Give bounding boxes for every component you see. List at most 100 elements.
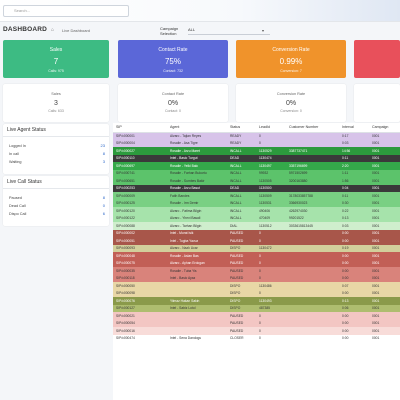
table-cell: 0 bbox=[259, 291, 261, 296]
table-row[interactable]: SIP/c000050 DISPO 1130486 0:07 0001 bbox=[113, 282, 400, 290]
breadcrumb[interactable]: Live Dashboard bbox=[62, 28, 91, 33]
conversion-rate-subcard-sub: Conversion: 0 bbox=[280, 109, 302, 113]
column-header-leadid[interactable]: LeadId bbox=[256, 123, 286, 133]
table-cell: 1130500 bbox=[259, 186, 272, 191]
table-cell: 1130497 bbox=[259, 163, 272, 168]
table-row[interactable]: SIP/c000009 Fatih Bandes INCALL 1130509 3178… bbox=[113, 192, 400, 200]
table-row[interactable]: SIP/c000054 PAUSED 0 0:00 0001 bbox=[113, 319, 400, 327]
fourth-subcard bbox=[354, 84, 400, 122]
column-header-campaign[interactable]: Campaign bbox=[369, 123, 400, 133]
agent-status-value[interactable]: 23 bbox=[100, 143, 105, 148]
table-cell bbox=[286, 230, 339, 238]
search-input[interactable]: Search... bbox=[3, 5, 129, 17]
agent-status-value[interactable]: 8 bbox=[102, 151, 105, 156]
table-cell: INCALL bbox=[230, 171, 242, 176]
table-row[interactable]: SIP/c000120 Alvaro - Fatima Bilgin INCALL 4… bbox=[113, 207, 400, 215]
call-status-value[interactable]: 0 bbox=[102, 203, 105, 208]
table-cell: 3033615813445 bbox=[289, 223, 313, 228]
table-cell: Intel - Basic Turgut bbox=[170, 156, 198, 161]
table-cell: 1130509 bbox=[259, 193, 272, 198]
column-header-status[interactable]: Status bbox=[227, 123, 256, 133]
table-row[interactable]: SIP/c000076 Yilmaz Hakan Sakin DISPO 113049… bbox=[113, 297, 400, 305]
table-cell: Alvaro - Nazlı Ucar bbox=[170, 246, 198, 251]
table-cell: 0:03 bbox=[342, 223, 349, 228]
table-cell bbox=[286, 267, 339, 275]
agent-status-value[interactable]: 3 bbox=[102, 159, 105, 164]
table-row[interactable]: SIP/c000001 Alvaro - Tajian Reyes READY 0 0:… bbox=[113, 132, 400, 140]
column-header-agent[interactable]: Agent bbox=[167, 123, 227, 133]
table-row[interactable]: SIP/c000697 Rosalie - Yelki Balc INCALL 113… bbox=[113, 162, 400, 170]
table-row[interactable]: SIP/c000088 Alvaro - Tarhan Bilgin DIAL 113… bbox=[113, 222, 400, 230]
table-cell: 0 bbox=[259, 313, 261, 318]
call-status-value[interactable]: 6 bbox=[102, 211, 105, 216]
table-cell: INCALL bbox=[230, 216, 242, 221]
campaign-select[interactable]: ALL ▾ bbox=[188, 27, 270, 35]
table-cell bbox=[167, 290, 227, 298]
table-row[interactable]: SIP/c000021 PAUSED 0 0:00 0001 bbox=[113, 312, 400, 320]
column-header-sip[interactable]: SIP bbox=[113, 123, 167, 133]
table-row[interactable]: SIP/c000253 Rosalie - Arzu Basut DEAD 11305… bbox=[113, 184, 400, 192]
table-cell: 0001 bbox=[372, 291, 380, 296]
table-row[interactable]: SIP/c000051 Intel - Tugba Yavuz PAUSED 0 0:0… bbox=[113, 237, 400, 245]
table-cell: 0:00 bbox=[342, 336, 349, 341]
agent-status-label: In call bbox=[9, 152, 19, 156]
table-cell bbox=[286, 275, 339, 283]
table-cell: SIP/c000035 bbox=[116, 268, 135, 273]
table-cell: 0001 bbox=[372, 193, 380, 198]
table-cell: 0:00 bbox=[342, 261, 349, 266]
table-cell: 0001 bbox=[372, 313, 380, 318]
table-cell: DISPO bbox=[230, 283, 241, 288]
table-row[interactable]: SIP/c000093 Alvaro - Nazlı Ucar DISPO 11304… bbox=[113, 244, 400, 252]
table-cell: SIP/c000088 bbox=[116, 223, 135, 228]
table-row[interactable]: SIP/c000110 Intel - Basic Turgut DEAD 11304… bbox=[113, 154, 400, 163]
fourth-stat-card bbox=[354, 40, 400, 78]
table-cell bbox=[286, 327, 339, 335]
table-cell: PAUSED bbox=[230, 276, 244, 281]
table-cell: 0001 bbox=[372, 171, 380, 176]
table-cell: Rosalie - Yelki Balc bbox=[170, 163, 199, 168]
table-row[interactable]: SIP/c000127 Intel - Sabiz Lotol DISPO 48738… bbox=[113, 304, 400, 312]
table-cell: 0001 bbox=[372, 238, 380, 243]
table-cell: 0:07 bbox=[342, 283, 349, 288]
contact-rate-subcard-value: 0% bbox=[167, 100, 179, 107]
table-row[interactable]: SIP/c000075 Alvaro - Ayhan Erdogan PAUSED 0… bbox=[113, 259, 400, 267]
table-cell: 1130512 bbox=[259, 223, 272, 228]
table-cell: DISPO bbox=[230, 298, 241, 303]
table-cell: 0001 bbox=[372, 178, 380, 183]
table-cell: 0001 bbox=[372, 298, 380, 303]
table-row[interactable]: SIP/c000741 Rosalie - Farhan Bukurtu INCAL… bbox=[113, 169, 400, 177]
table-row[interactable]: SIP/c000004 Rosalie - Asa Tigre READY 0 0:03… bbox=[113, 139, 400, 147]
table-row[interactable]: SIP/c000016 PAUSED 0 0:00 0001 bbox=[113, 327, 400, 335]
table-row[interactable]: SIP/c000474 Intel - Sena Dandogu CLOSER 0 0:… bbox=[113, 334, 400, 342]
table-row[interactable]: SIP/c000027 Rosalie - Arzu Maret INCALL 113… bbox=[113, 147, 400, 155]
table-cell bbox=[286, 237, 339, 245]
table-cell: 0001 bbox=[372, 268, 380, 273]
top-bar: Search... bbox=[0, 0, 400, 22]
table-cell: PAUSED bbox=[230, 253, 244, 258]
contact-rate-subcard: Contact Rate 0% Contact: 0 bbox=[118, 84, 228, 122]
table-cell: 0001 bbox=[372, 201, 380, 206]
table-cell bbox=[286, 252, 339, 260]
table-row[interactable]: SIP/c000035 Rosalie - Tuba Yis PAUSED 0 0:00… bbox=[113, 267, 400, 275]
table-cell: SIP/c000009 bbox=[116, 193, 135, 198]
table-cell: 0001 bbox=[372, 223, 380, 228]
table-row[interactable]: SIP/c000122 Alvaro - Yhevi Basali INCALL 47… bbox=[113, 214, 400, 222]
table-row[interactable]: SIP/c000048 Rosalie - Aslan Bas PAUSED 0 0:0… bbox=[113, 252, 400, 260]
table-row[interactable]: SIP/c000002 Intel - Murat Isik PAUSED 0 0:00… bbox=[113, 229, 400, 238]
call-status-label: Paused bbox=[9, 196, 22, 200]
conversion-rate-card-value: 0.99% bbox=[279, 57, 303, 66]
agent-status-label: Logged In bbox=[9, 144, 26, 148]
table-cell: PAUSED bbox=[230, 328, 244, 333]
table-row[interactable]: SIP/c000118 Intel - Basic Ayaz PAUSED 0 0:00… bbox=[113, 274, 400, 283]
table-cell: Alvaro - Fatima Bilgin bbox=[170, 208, 202, 213]
call-status-value[interactable]: 8 bbox=[102, 195, 105, 200]
column-header-interval[interactable]: Interval bbox=[339, 123, 369, 133]
table-header-row: SIP Agent Status LeadId Customer Number … bbox=[113, 123, 400, 133]
table-cell bbox=[286, 155, 339, 163]
table-row[interactable]: SIP/c000125 Rosalie - Irm Demir INCALL 1130… bbox=[113, 199, 400, 207]
home-icon[interactable]: ⌂ bbox=[51, 27, 55, 33]
table-row[interactable]: SIP/c000651 Rosalie - Sumbes Bakir INCALL 1… bbox=[113, 177, 400, 185]
column-header-customer-number[interactable]: Customer Number bbox=[286, 123, 339, 133]
table-row[interactable]: SIP/c000098 DISPO 0 0:00 0001 bbox=[113, 289, 400, 298]
table-cell: Intel - Tugba Yavuz bbox=[170, 238, 199, 243]
